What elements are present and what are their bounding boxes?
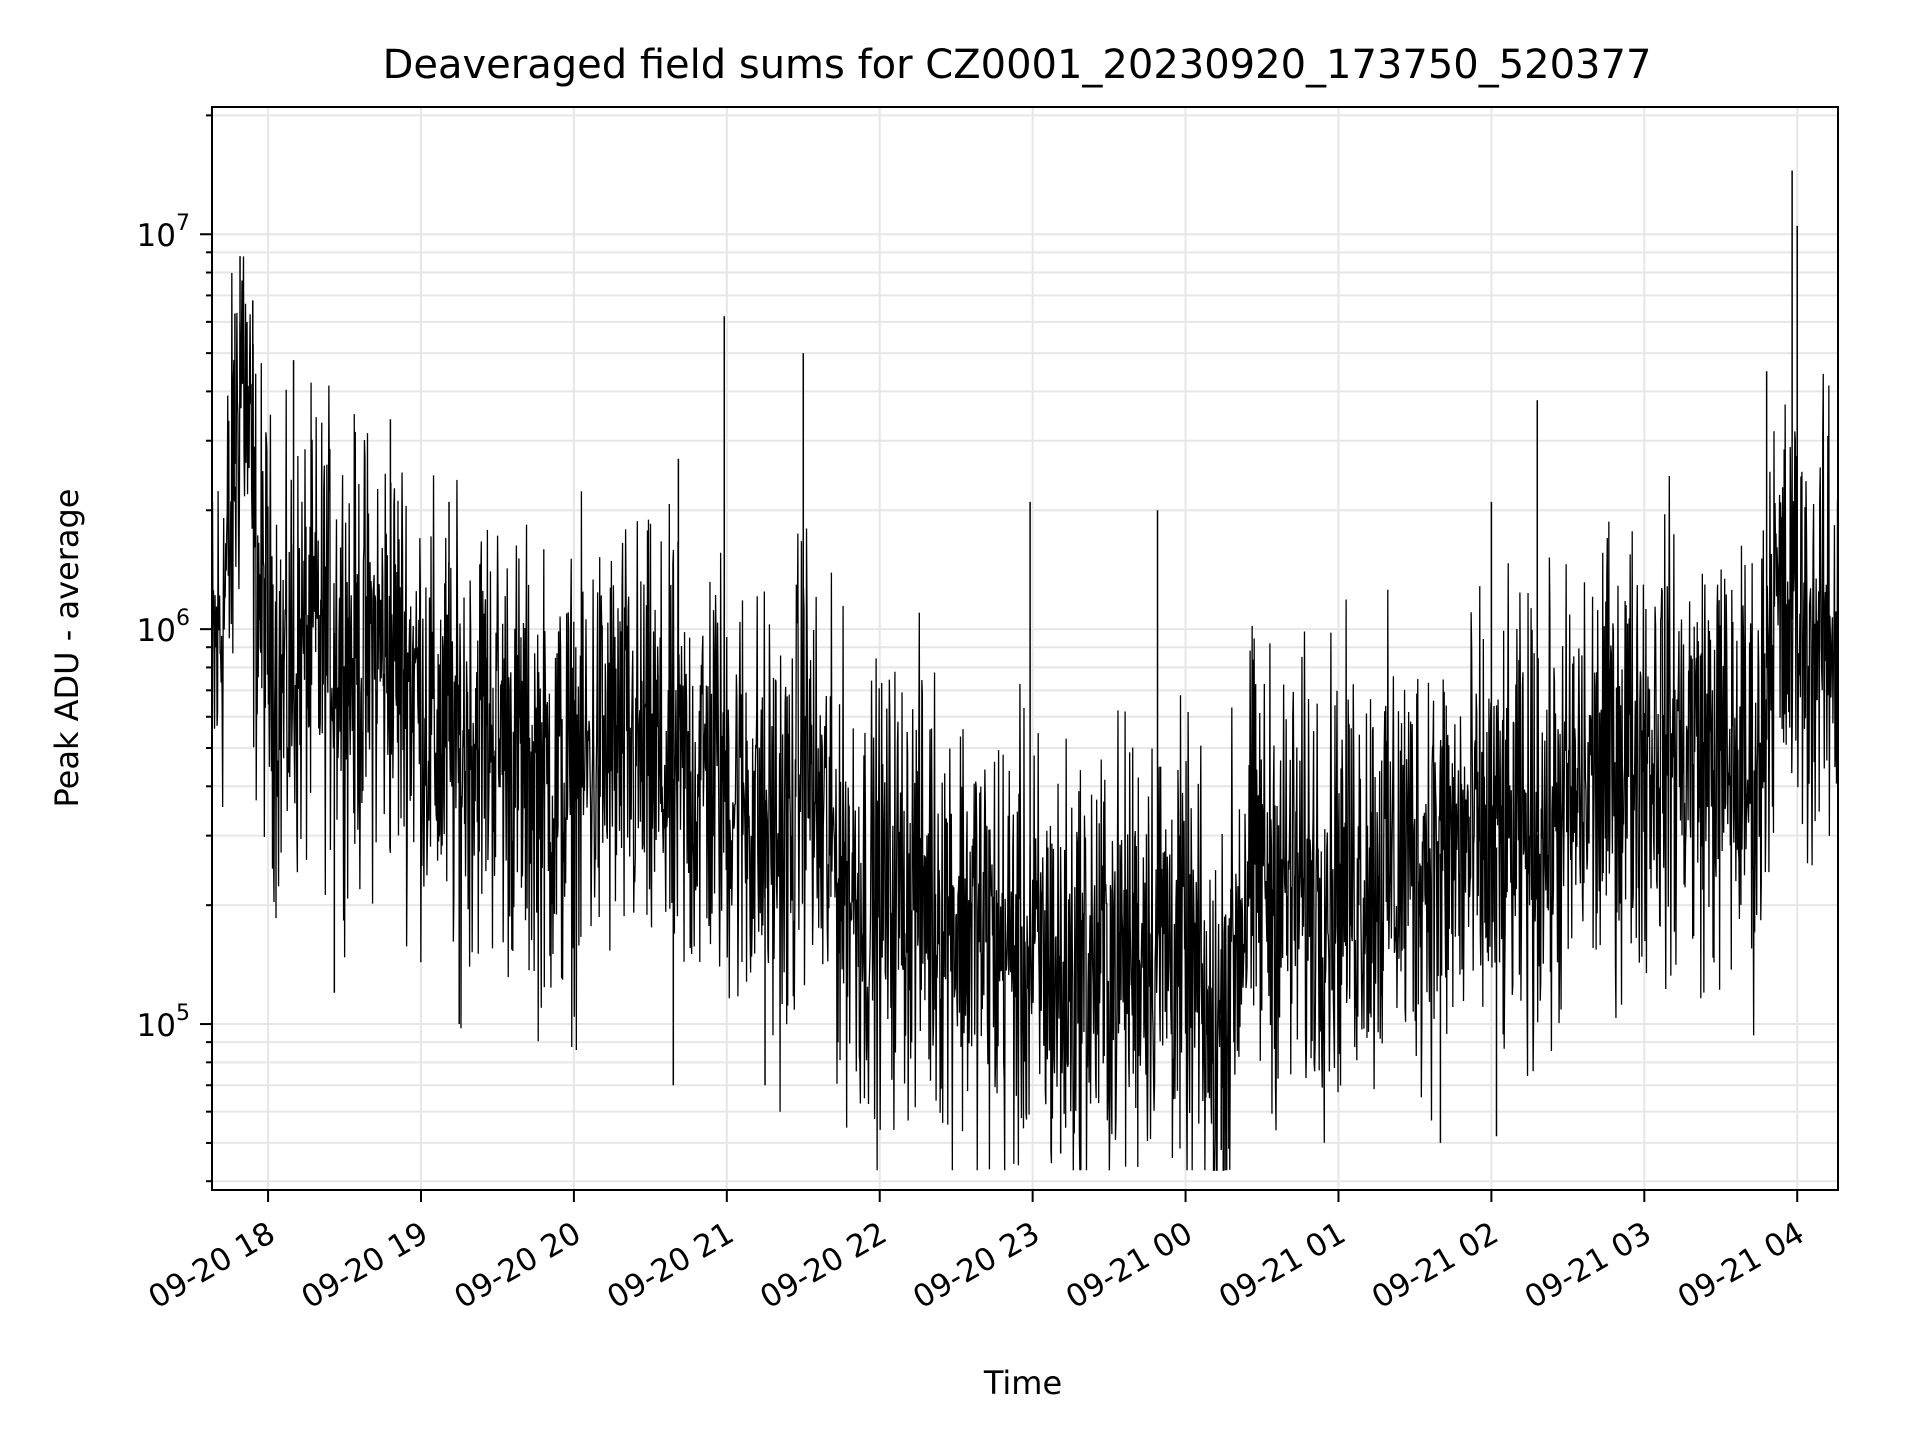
- y-axis-ticks: 105 106 107: [137, 114, 212, 1183]
- series-layer: [211, 170, 1839, 1171]
- x-tick-label: 09-20 21: [601, 1215, 740, 1316]
- chart-title: Deaveraged field sums for CZ0001_2023092…: [383, 42, 1652, 88]
- x-axis-label: Time: [983, 1364, 1062, 1402]
- y-axis-label: Peak ADU - average: [48, 489, 86, 808]
- x-tick-label: 09-20 23: [907, 1215, 1046, 1316]
- x-tick-label: 09-20 22: [754, 1215, 893, 1316]
- y-tick-label: 105: [137, 1001, 190, 1044]
- x-axis-ticks: 09-20 18 09-20 19 09-20 20 09-20 21 09-20 22…: [143, 1190, 1811, 1316]
- series-line: [211, 256, 1839, 1171]
- x-tick-label: 09-21 02: [1366, 1215, 1505, 1316]
- x-tick-label: 09-20 19: [295, 1215, 434, 1316]
- plot-frame: [211, 106, 1839, 1191]
- x-tick-label: 09-21 01: [1213, 1215, 1352, 1316]
- x-tick-label: 09-21 04: [1672, 1215, 1811, 1316]
- y-tick-label: 107: [137, 211, 190, 254]
- x-tick-label: 09-21 03: [1519, 1215, 1658, 1316]
- x-tick-label: 09-21 00: [1060, 1215, 1199, 1316]
- x-tick-label: 09-20 18: [143, 1215, 282, 1316]
- y-tick-label: 106: [137, 606, 190, 649]
- x-tick-label: 09-20 20: [448, 1215, 587, 1316]
